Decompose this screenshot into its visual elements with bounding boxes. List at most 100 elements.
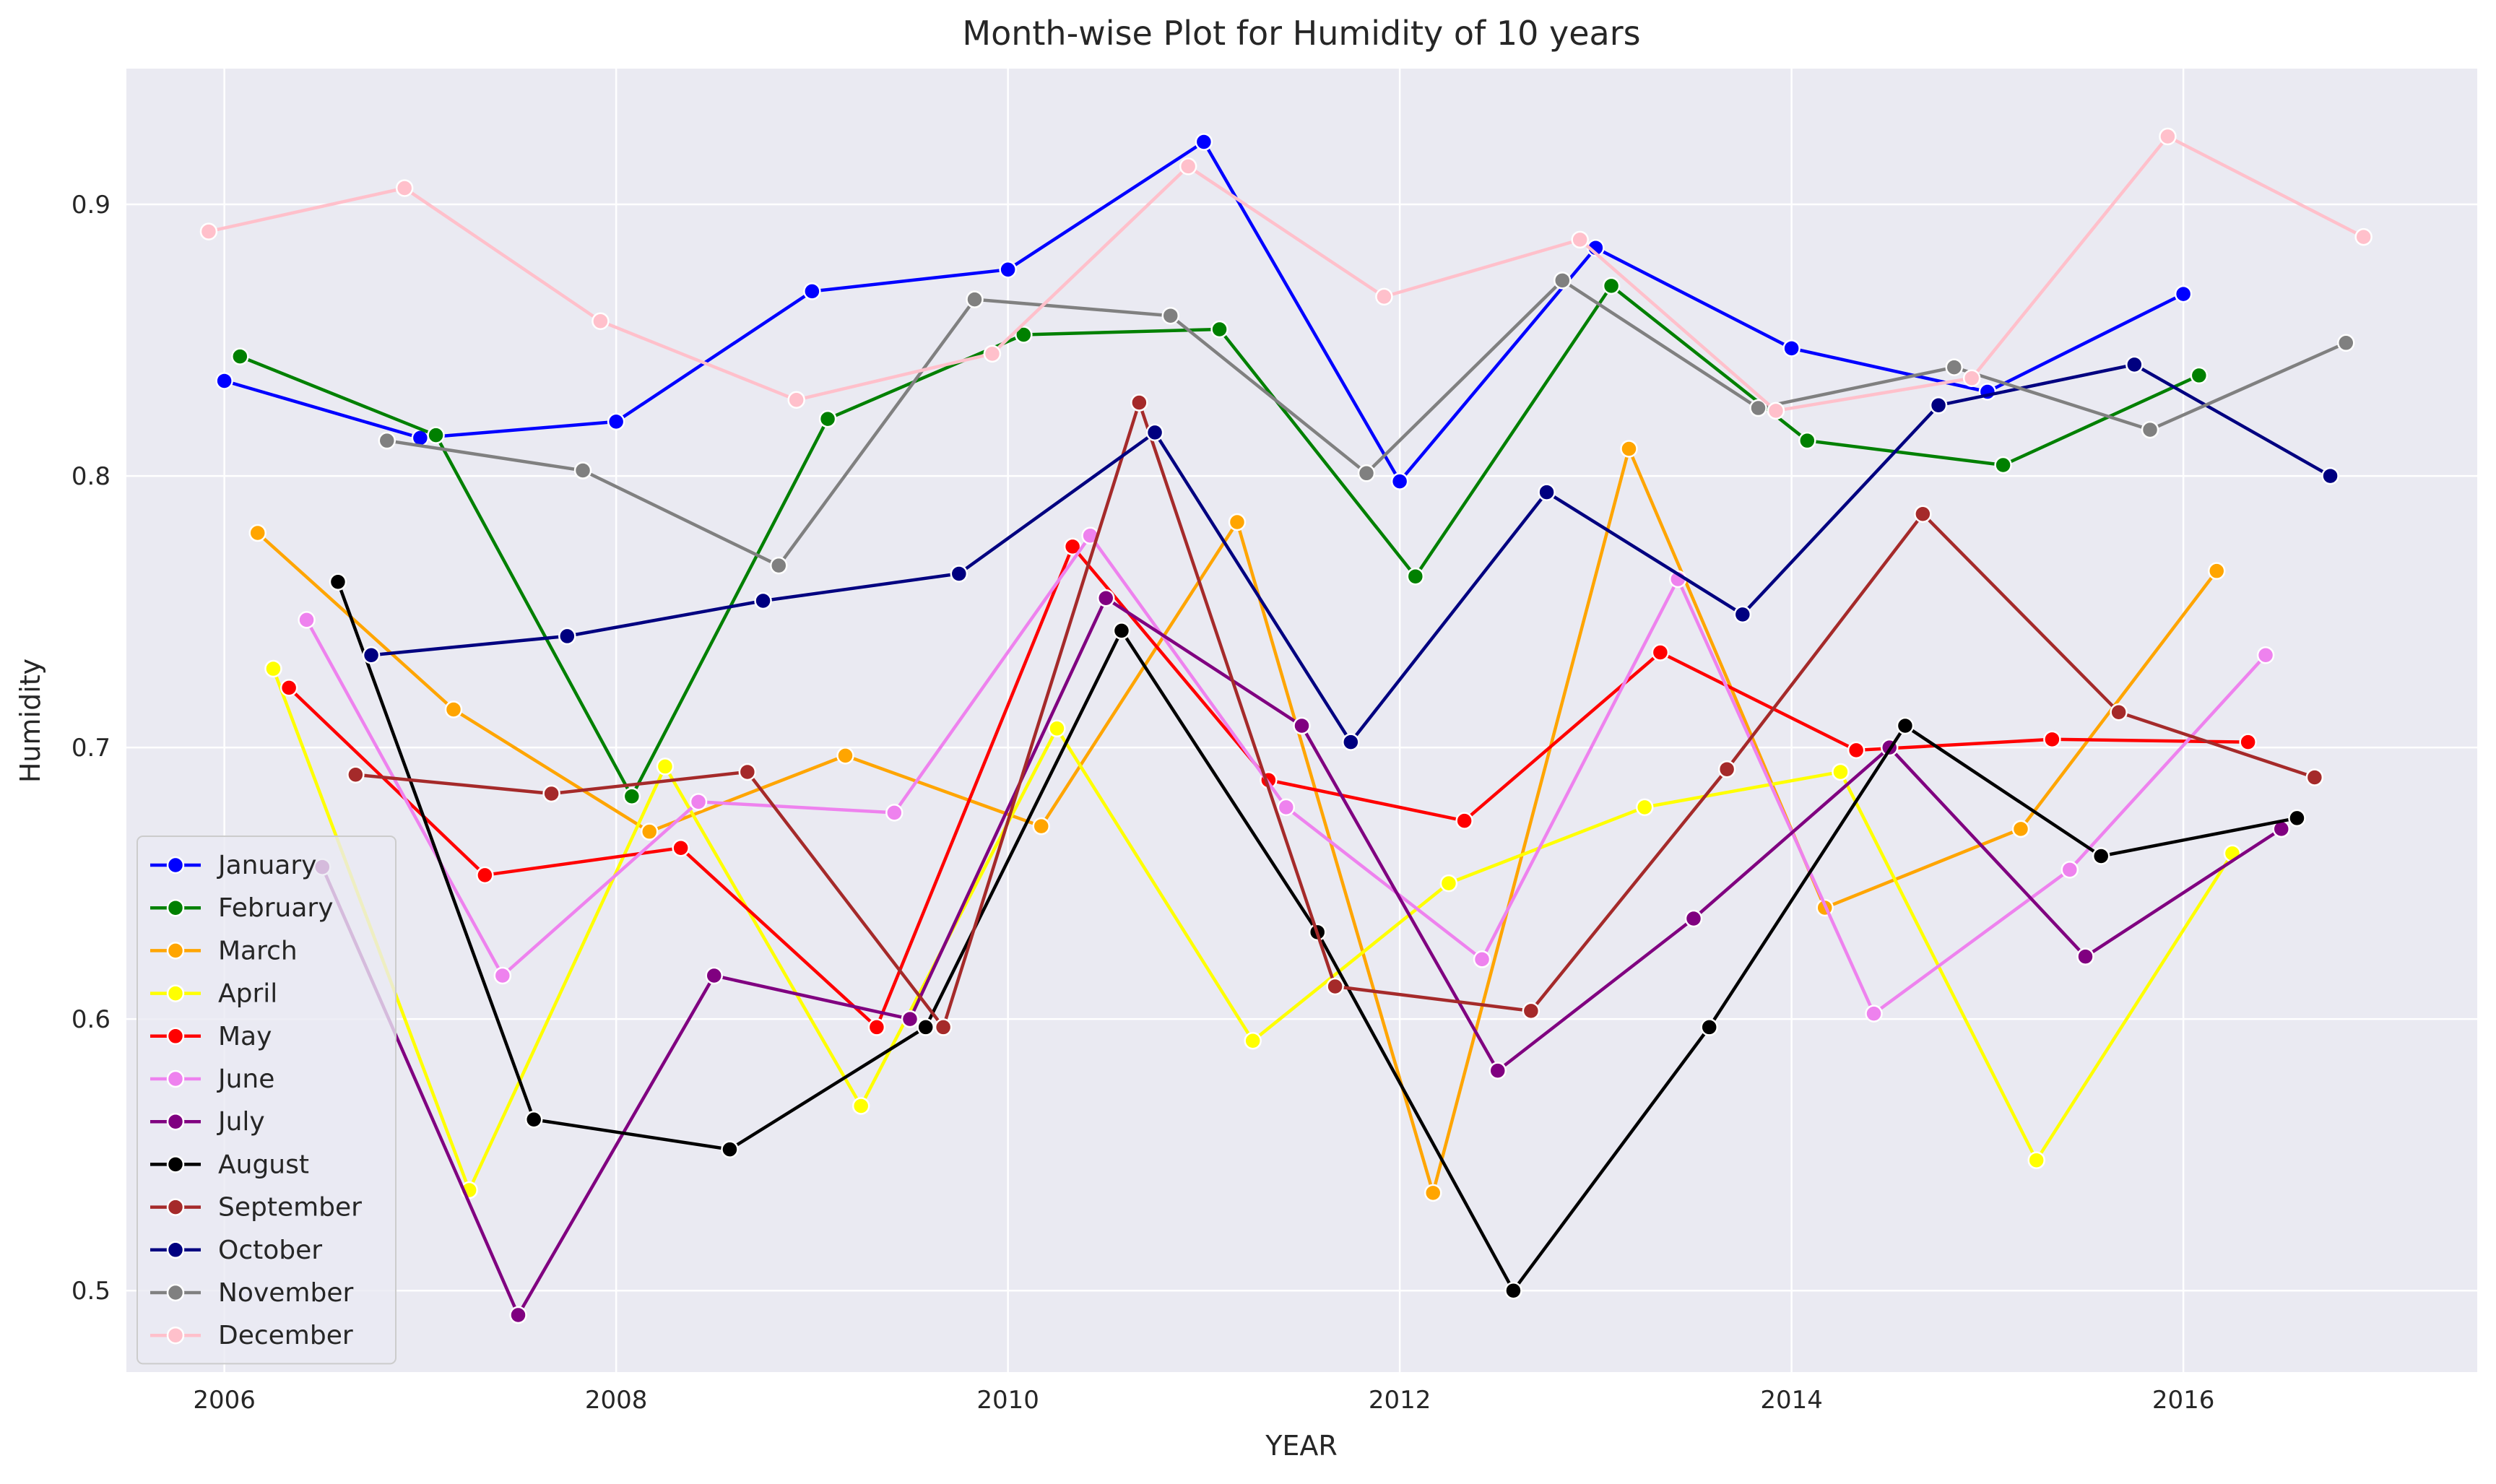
x-tick-label: 2006 (193, 1386, 256, 1415)
y-tick-label: 0.7 (72, 734, 110, 763)
data-point (395, 179, 414, 197)
legend-item: February (150, 893, 334, 923)
data-point (803, 282, 821, 300)
data-point (1424, 1184, 1442, 1202)
data-point (2076, 947, 2094, 966)
data-point (836, 747, 854, 765)
series-february (231, 277, 2209, 806)
data-point (2141, 420, 2159, 439)
legend-item: September (150, 1193, 362, 1223)
legend-label: May (218, 1022, 272, 1051)
data-point (1473, 950, 1491, 968)
legend-marker (166, 856, 185, 875)
legend-item: October (150, 1236, 322, 1265)
data-point (1767, 402, 1785, 420)
legend-marker (166, 1027, 185, 1046)
data-point (983, 344, 1002, 363)
y-tick-label: 0.8 (72, 462, 110, 491)
x-tick-labels: 2006 2008 2010 2012 2014 2016 (193, 1386, 2214, 1415)
legend-label: July (217, 1107, 265, 1137)
legend-label: April (218, 979, 277, 1009)
data-point (264, 659, 282, 678)
data-point (1782, 339, 1800, 357)
legend-marker (166, 1155, 185, 1173)
legend-marker (166, 1326, 185, 1345)
data-point (2110, 703, 2128, 721)
data-point (1390, 472, 1409, 490)
data-point (1228, 513, 1247, 531)
data-point (2239, 733, 2257, 751)
data-point (1048, 719, 1066, 738)
data-point (1210, 320, 1228, 339)
data-point (1929, 396, 1948, 415)
legend-label: February (218, 893, 334, 923)
legend-marker (166, 942, 185, 960)
data-point (950, 565, 968, 583)
data-point (867, 1018, 886, 1036)
legend-item: June (150, 1064, 274, 1094)
data-point (2174, 285, 2193, 303)
legend-label: December (218, 1321, 353, 1350)
data-point (1896, 716, 1915, 735)
data-point (623, 787, 641, 806)
data-point (1700, 1018, 1718, 1036)
legend-label: June (217, 1064, 274, 1094)
data-point (1488, 1062, 1507, 1080)
legend-label: August (218, 1150, 309, 1179)
data-point (298, 611, 316, 629)
data-point (1161, 306, 1180, 325)
legend-marker (166, 1069, 185, 1088)
data-point (378, 431, 396, 450)
data-point (1112, 622, 1131, 640)
legend-marker (166, 898, 185, 917)
data-point (1293, 716, 1311, 735)
legend-item: May (150, 1022, 272, 1051)
data-point (1097, 589, 1115, 607)
data-point (1538, 483, 1556, 501)
data-point (787, 391, 805, 409)
data-point (1244, 1031, 1262, 1050)
data-point (2321, 467, 2339, 485)
y-tick-label: 0.9 (72, 191, 110, 220)
data-point (347, 765, 365, 784)
x-tick-label: 2008 (585, 1386, 648, 1415)
legend-item: November (150, 1278, 353, 1308)
data-point (1277, 798, 1296, 817)
series-january (215, 133, 2193, 490)
series-june (298, 526, 2275, 1023)
data-point (1749, 399, 1767, 417)
data-point (1620, 440, 1638, 458)
data-point (901, 1010, 919, 1028)
legend-item: August (150, 1150, 309, 1179)
data-point (721, 1140, 739, 1158)
data-point (444, 700, 463, 719)
legend: January February March April May June July Augu… (136, 836, 396, 1365)
data-point (1439, 874, 1458, 893)
legend-marker (166, 1198, 185, 1216)
data-point (1945, 358, 1964, 376)
data-point (2060, 861, 2079, 879)
data-point (966, 290, 984, 308)
series-layer (199, 127, 2372, 1324)
data-point (1342, 733, 1360, 751)
data-point (1522, 1002, 1540, 1020)
x-axis-label: YEAR (1265, 1430, 1338, 1462)
data-point (2126, 355, 2144, 374)
legend-marker (166, 1112, 185, 1131)
legend-item: March (150, 936, 298, 966)
data-point (427, 426, 445, 444)
data-point (524, 1111, 543, 1129)
data-point (509, 1306, 527, 1324)
data-point (362, 646, 381, 664)
data-point (493, 966, 512, 985)
data-point (542, 784, 560, 803)
data-point (1865, 1004, 1883, 1023)
series-september (347, 394, 2324, 1036)
data-point (573, 461, 592, 480)
series-november (378, 272, 2355, 575)
legend-marker (166, 1241, 185, 1259)
x-tick-label: 2012 (1369, 1386, 1431, 1415)
data-point (1914, 505, 1932, 523)
data-point (2027, 1151, 2045, 1169)
